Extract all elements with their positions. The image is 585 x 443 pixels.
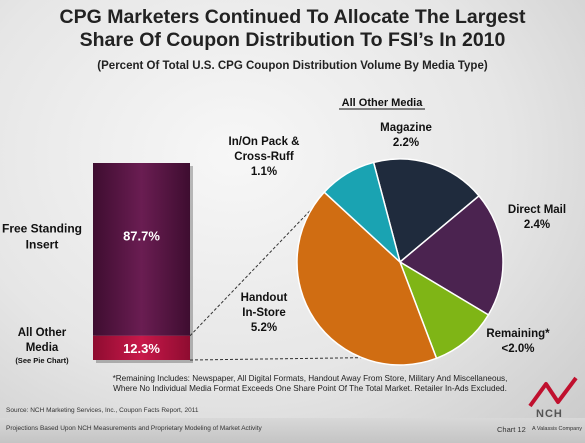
bar-category-label: All Other: [18, 327, 67, 339]
chart-title-line-1: CPG Marketers Continued To Allocate The …: [59, 6, 526, 28]
pie-chart: [296, 158, 504, 366]
pie-slice-value-label: 5.2%: [251, 322, 277, 334]
company-name: A Valassis Company: [532, 426, 583, 432]
bar-category-label: Free Standing: [2, 222, 82, 236]
pie-slice-name-label: Handout: [241, 292, 288, 304]
chart-number: Chart 12: [497, 425, 526, 434]
pie-slice-name-label: Cross-Ruff: [234, 151, 294, 163]
bar-value-label: 87.7%: [123, 229, 160, 244]
bar-category-label: Media: [26, 342, 59, 354]
pie-slice-value-label: 2.2%: [393, 137, 419, 149]
bar-category-label: Insert: [26, 238, 59, 252]
footnote-line-1: *Remaining Includes: Newspaper, All Digi…: [112, 374, 508, 383]
chart-title-line-2: Share Of Coupon Distribution To FSI’s In…: [79, 29, 506, 51]
bar-category-note: (See Pie Chart): [15, 356, 69, 365]
footer-band: [0, 418, 585, 443]
chart-labels: All Other Media Magazine 2.2% Direct Mail 2.…: [229, 97, 567, 355]
bar-segment-all-other-media: [93, 335, 190, 360]
source-note: Source: NCH Marketing Services, Inc., Co…: [6, 407, 199, 414]
pie-slice-handout-in-store: [296, 191, 438, 366]
connector-line: [189, 208, 313, 337]
pie-slice-value-label: <2.0%: [502, 343, 535, 355]
pie-slice-magazine: [372, 158, 481, 264]
stacked-bar: 87.7% 12.3% Free Standing Insert All Other Me…: [2, 163, 193, 365]
pie-slice-name-label: Magazine: [380, 122, 432, 134]
pie-slice-name-label: In/On Pack &: [229, 136, 300, 148]
pie-heading: All Other Media: [342, 97, 424, 109]
chart-subtitle: (Percent Of Total U.S. CPG Coupon Distri…: [97, 60, 488, 72]
nch-logo-text: NCH: [536, 408, 563, 420]
bar-value-label: 12.3%: [123, 341, 160, 356]
projections-note: Projections Based Upon NCH Measurements …: [6, 425, 262, 432]
pie-slice-value-label: 1.1%: [251, 166, 277, 178]
pie-slice-direct-mail: [398, 194, 504, 316]
bar-segment-fsi: [93, 163, 190, 336]
chart-title: CPG Marketers Continued To Allocate The …: [0, 6, 585, 52]
connector-lines: [189, 208, 362, 361]
pie-slice-in-on-pack-cross-ruff: [323, 161, 402, 265]
pie-slice-name-label: Remaining*: [486, 328, 550, 340]
footnote: *Remaining Includes: Newspaper, All Digi…: [100, 374, 520, 394]
pie-slice-value-label: 2.4%: [524, 219, 550, 231]
pie-slice-name-label: Direct Mail: [508, 204, 566, 216]
connector-line: [189, 357, 362, 361]
pie-slice-remaining: [398, 260, 490, 360]
nch-logo-icon: [528, 376, 578, 408]
footnote-line-2: Where No Individual Media Format Exceeds…: [113, 384, 507, 393]
pie-slice-name-label: In-Store: [242, 307, 285, 319]
